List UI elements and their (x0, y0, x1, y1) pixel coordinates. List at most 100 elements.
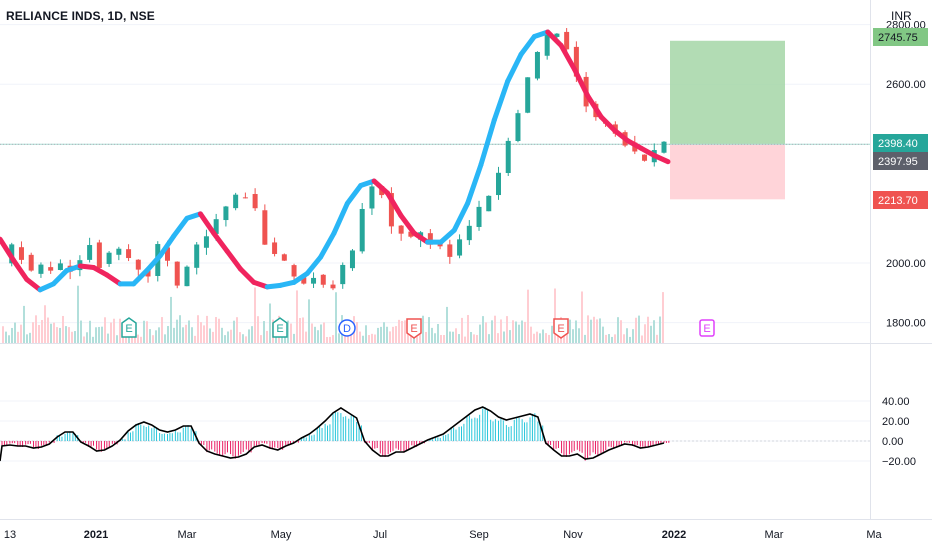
volume-bar (62, 315, 64, 343)
volume-bar (656, 334, 658, 343)
volume-bar (326, 336, 328, 343)
candle-body (457, 239, 463, 256)
time-tick-label: Jul (373, 529, 387, 541)
ma-segment (104, 272, 123, 287)
candle-body (291, 265, 297, 277)
ma-segment (518, 34, 537, 57)
volume-bar (149, 329, 151, 343)
volume-bar (521, 320, 523, 343)
volume-bar (314, 326, 316, 343)
volume-bar (335, 292, 337, 343)
event-badge-earnings-future[interactable]: E (699, 319, 715, 337)
earnings-badge-shape (121, 317, 137, 338)
event-badge-earnings-past[interactable]: E (121, 317, 137, 338)
volume-bar (539, 333, 541, 343)
candle-body (427, 233, 433, 245)
candle-body (476, 206, 482, 227)
volume-bar (44, 305, 46, 343)
dividend-badge-shape (338, 319, 356, 337)
volume-bar (491, 320, 493, 343)
ma-segment (598, 114, 618, 133)
candle-body (398, 225, 404, 234)
candle-body (349, 250, 355, 269)
volume-bar (536, 331, 538, 343)
volume-bar (581, 291, 583, 343)
price-axis[interactable]: 1800.002000.002600.002800.0040.0020.000.… (873, 20, 928, 468)
event-badge-dividend[interactable]: D (338, 319, 356, 337)
ma-segment (331, 200, 350, 236)
volume-bar (227, 331, 229, 343)
volume-bar (239, 332, 241, 343)
ma-segment (237, 266, 257, 285)
event-badge-label: E (276, 323, 283, 335)
osc-tick-label: 40.00 (882, 396, 910, 408)
volume-bar (236, 317, 238, 343)
event-badge-earnings-miss[interactable]: E (406, 318, 422, 339)
ma-segment (612, 127, 631, 144)
volume-bar (98, 326, 100, 343)
target-price-label-bg (873, 28, 928, 46)
candle-body (544, 35, 550, 56)
volume-bar (308, 299, 310, 343)
volume-bar (569, 319, 571, 343)
time-axis[interactable]: 13 2021 Mar May Jul Sep Nov 2022 Mar Ma (4, 529, 883, 541)
volume-bar (533, 333, 535, 343)
volume-bar (524, 321, 526, 343)
volume-bar (362, 335, 364, 343)
currency-label[interactable]: INR (891, 9, 912, 23)
volume-bar (653, 320, 655, 343)
volume-bar (170, 296, 172, 343)
ma-segment (10, 257, 30, 282)
volume-bar (488, 334, 490, 343)
target-zone (670, 40, 785, 145)
ma-segment (545, 29, 564, 48)
symbol-title[interactable]: RELIANCE INDS, 1D, NSE (6, 9, 155, 23)
candle-body (496, 172, 501, 196)
volume-bar (608, 334, 610, 343)
volume-bar (161, 317, 163, 343)
price-tick-label: 1800.00 (886, 318, 926, 330)
ma-segment (571, 66, 591, 99)
stop-price-label-bg (873, 191, 928, 209)
volume-bar (455, 328, 457, 343)
volume-bar (632, 329, 634, 343)
volume-bar (263, 321, 265, 343)
time-tick-label: Mar (765, 529, 784, 541)
volume-bar (200, 322, 202, 343)
target-price-label: 2745.75 (878, 32, 918, 44)
volume-bar (650, 325, 652, 343)
volume-bar (437, 324, 439, 343)
candle-body (252, 194, 258, 209)
volume-bar (629, 336, 631, 343)
volume-bar (338, 333, 340, 343)
event-badge-earnings-past[interactable]: E (272, 317, 288, 338)
volume-bar (482, 316, 484, 343)
volume-bar (89, 320, 91, 343)
volume-bar (8, 335, 10, 343)
volume-bar (359, 331, 361, 343)
candle-body (515, 113, 521, 142)
volume-bar (542, 329, 544, 343)
volume-bar (389, 331, 391, 343)
ma-segment (50, 267, 70, 287)
volume-bar (434, 333, 436, 343)
volume-bar (398, 319, 400, 343)
ma-segment (384, 190, 404, 218)
volume-bar (38, 324, 40, 343)
volume-bar (320, 324, 322, 343)
volume-bar (164, 334, 166, 343)
candle-body (311, 277, 317, 284)
volume-bar (623, 334, 625, 343)
volume-bar (284, 334, 286, 343)
volume-bar (23, 305, 25, 343)
volume-bar (551, 325, 553, 343)
entry-price-label: 2398.40 (878, 138, 918, 150)
position-zones[interactable] (0, 40, 870, 200)
volume-bar (374, 334, 376, 343)
volume-bar (80, 320, 82, 343)
event-badge-earnings-miss[interactable]: E (553, 318, 569, 339)
candle-body (203, 236, 209, 248)
volume-bar (401, 320, 403, 343)
